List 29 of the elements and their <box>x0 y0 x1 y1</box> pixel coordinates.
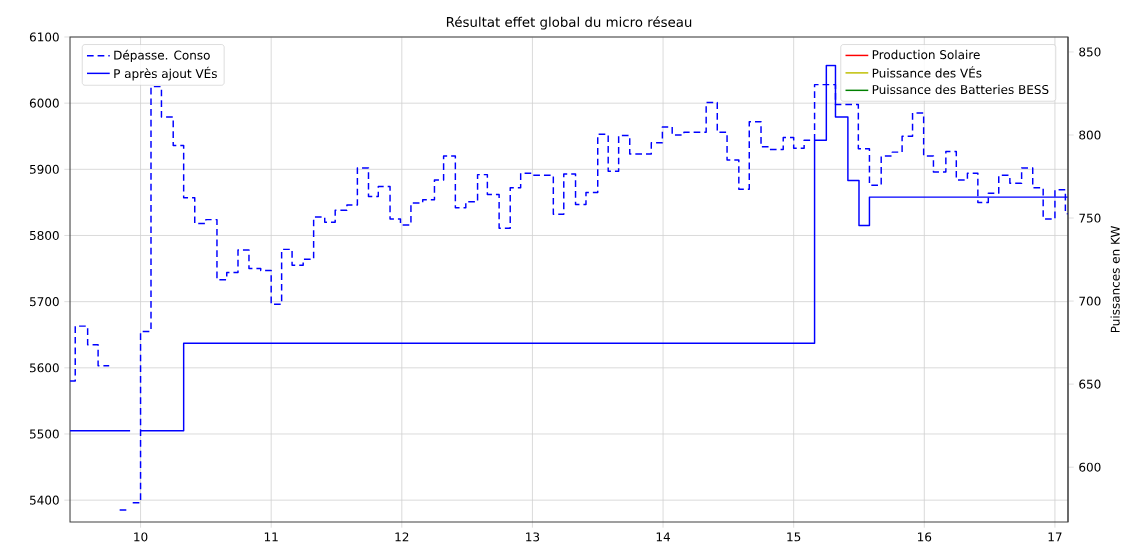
x-tick-label: 13 <box>526 532 540 542</box>
y2-tick-label: 600 <box>1079 462 1101 472</box>
x-tick-label: 10 <box>134 532 148 542</box>
y-tick-label: 5500 <box>29 429 59 439</box>
legend-label: Dépasse. Conso <box>114 49 210 62</box>
legend-label: Production Solaire <box>872 49 980 60</box>
x-tick-label: 15 <box>787 532 801 542</box>
y-tick-label: 5900 <box>29 164 59 174</box>
chart-title: Résultat effet global du micro réseau <box>446 16 692 30</box>
x-tick-label: 12 <box>395 532 409 542</box>
y-tick-label: 5600 <box>29 363 59 373</box>
y2-tick-label: 650 <box>1079 379 1101 389</box>
y2-tick-label: 800 <box>1079 130 1101 140</box>
x-tick-label: 16 <box>917 532 932 542</box>
y2-tick-label: 850 <box>1079 47 1101 57</box>
legend-label: Puissance des VÉs <box>872 66 982 78</box>
y2-tick-label: 750 <box>1079 213 1101 223</box>
y-tick-label: 5400 <box>29 495 59 505</box>
y2-tick-label: 700 <box>1079 296 1101 306</box>
y2-axis-title: Puissances en KW <box>1110 226 1120 333</box>
y-tick-label: 6000 <box>29 98 59 108</box>
x-tick-label: 14 <box>656 532 671 542</box>
y-tick-label: 5800 <box>29 230 59 241</box>
y-tick-label: 6100 <box>29 32 59 42</box>
legend-label: P après ajout VÉs <box>114 66 217 81</box>
y-tick-label: 5700 <box>29 297 59 307</box>
x-tick-label: 17 <box>1048 532 1062 542</box>
x-tick-label: 11 <box>264 532 278 542</box>
legend-label: Puissance des Batteries BESS <box>872 84 1049 95</box>
